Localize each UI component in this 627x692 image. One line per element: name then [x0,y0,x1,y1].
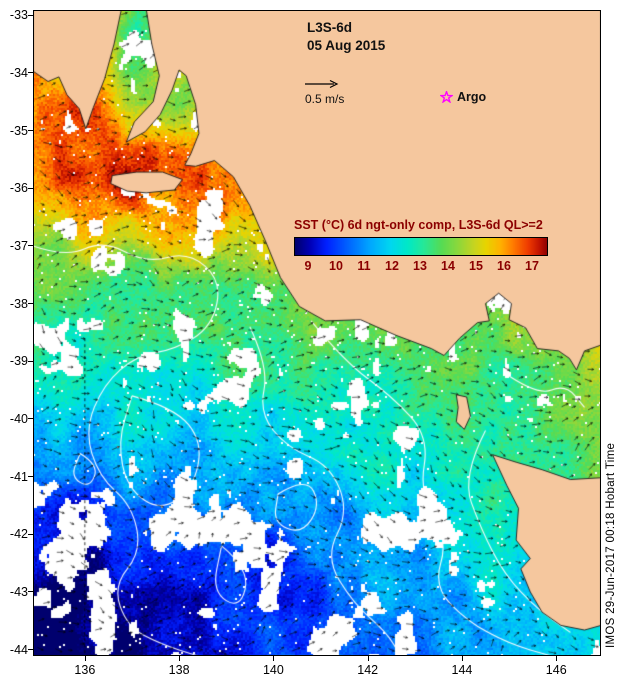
x-axis-label: 140 [262,663,284,677]
y-axis-label: -38 [9,296,28,311]
argo-label: Argo [457,90,487,104]
y-axis-tick [28,591,33,593]
colorbar-tick-label: 14 [441,259,455,273]
y-axis-tick [28,72,33,74]
x-axis-label: 144 [451,663,473,677]
colorbar-tick-label: 13 [413,259,427,273]
velocity-scale-arrow-icon [305,79,339,89]
y-axis-tick [28,533,33,535]
colorbar-title: SST (°C) 6d ngt-only comp, L3S-6d QL>=2 [294,218,543,232]
y-axis-tick [28,187,33,189]
colorbar-tick-label: 15 [469,259,483,273]
y-axis-label: -44 [9,642,28,657]
y-axis-label: -42 [9,527,28,542]
colorbar-tick-label: 10 [329,259,343,273]
x-axis-tick [179,656,181,661]
colorbar-tick-label: 9 [304,259,312,273]
y-axis-label: -33 [9,8,28,23]
date-label: 05 Aug 2015 [307,38,386,53]
y-axis-tick [28,303,33,305]
colorbar-tick-label: 11 [357,259,371,273]
y-axis-label: -37 [9,238,28,253]
y-axis-label: -35 [9,123,28,138]
y-axis-tick [28,360,33,362]
y-axis-label: -41 [9,469,28,484]
x-axis-tick [273,656,275,661]
x-axis-tick [556,656,558,661]
velocity-scale-label: 0.5 m/s [305,92,345,106]
x-axis-label: 136 [74,663,96,677]
y-axis-tick [28,14,33,16]
product-title: L3S-6d [307,20,353,35]
x-axis-label: 146 [545,663,567,677]
y-axis-label: -34 [9,65,28,80]
x-axis-tick [84,656,86,661]
attribution-text: IMOS 29-Jun-2017 00:18 Hobart Time [605,442,617,648]
y-axis-tick [28,649,33,651]
argo-marker-icon [440,91,453,103]
x-axis-tick [367,656,369,661]
y-axis-label: -43 [9,584,28,599]
y-axis-label: -39 [9,354,28,369]
y-axis-tick [28,418,33,420]
x-axis-label: 138 [168,663,190,677]
y-axis-label: -36 [9,181,28,196]
y-axis-tick [28,476,33,478]
colorbar-tick-label: 16 [497,259,511,273]
x-axis-label: 142 [357,663,379,677]
y-axis-tick [28,245,33,247]
x-axis-tick [461,656,463,661]
y-axis-label: -40 [9,411,28,426]
sst-map-canvas [33,10,601,656]
colorbar-tick-label: 12 [385,259,399,273]
colorbar-tick-label: 17 [525,259,539,273]
y-axis-tick [28,130,33,132]
colorbar-gradient [294,237,548,256]
